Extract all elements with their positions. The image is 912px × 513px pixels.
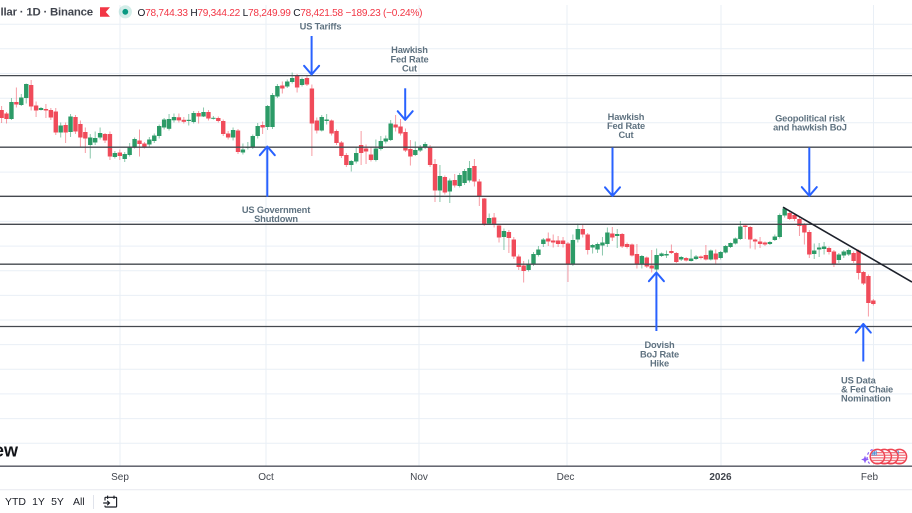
svg-text:5Y: 5Y: [51, 496, 64, 508]
svg-text:Fed Rate: Fed Rate: [607, 121, 645, 131]
svg-text:O78,744.33 H79,344.22 L78,249.: O78,744.33 H79,344.22 L78,249.99 C78,421…: [138, 8, 423, 19]
svg-text:Hike: Hike: [650, 358, 669, 368]
svg-text:Dec: Dec: [557, 472, 575, 483]
svg-text:Shutdown: Shutdown: [254, 214, 298, 224]
svg-text:1Y: 1Y: [32, 496, 45, 508]
svg-text:llar · 1D · Binance: llar · 1D · Binance: [1, 6, 93, 18]
svg-text:Oct: Oct: [258, 472, 274, 483]
svg-text:Sep: Sep: [111, 472, 129, 483]
svg-text:BoJ Rate: BoJ Rate: [640, 349, 679, 359]
svg-text:Feb: Feb: [861, 472, 879, 483]
svg-text:YTD: YTD: [5, 496, 26, 508]
svg-text:Geopolitical risk: Geopolitical risk: [775, 113, 846, 123]
svg-text:ew: ew: [0, 441, 19, 461]
svg-text:US Data: US Data: [841, 375, 877, 385]
svg-text:All: All: [73, 496, 85, 508]
svg-text:& Fed Chaie: & Fed Chaie: [841, 384, 893, 394]
svg-text:Nomination: Nomination: [841, 394, 891, 404]
svg-text:Dovish: Dovish: [644, 340, 675, 350]
svg-text:US Tariffs: US Tariffs: [300, 21, 342, 31]
svg-text:US Government: US Government: [242, 205, 310, 215]
svg-text:Cut: Cut: [618, 130, 633, 140]
svg-text:Hawkish: Hawkish: [391, 45, 428, 55]
svg-text:Hawkish: Hawkish: [608, 112, 645, 122]
svg-text:Fed Rate: Fed Rate: [390, 54, 428, 64]
svg-text:2026: 2026: [709, 472, 732, 483]
svg-text:Nov: Nov: [410, 472, 428, 483]
svg-text:and hawkish BoJ: and hawkish BoJ: [773, 123, 847, 133]
svg-text:Cut: Cut: [402, 64, 417, 74]
